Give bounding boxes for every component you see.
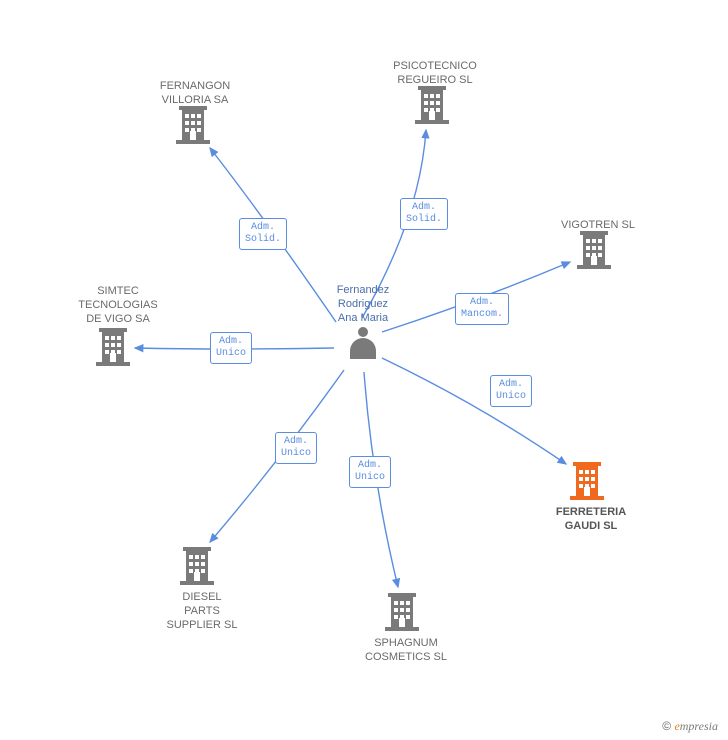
company-label: FERNANGON VILLORIA SA <box>145 79 245 107</box>
company-node-vigotren[interactable]: VIGOTREN SL <box>548 216 648 232</box>
edge-label-ferreteria: Adm. Unico <box>490 375 532 407</box>
company-node-diesel[interactable]: DIESEL PARTS SUPPLIER SL <box>152 588 252 632</box>
company-node-fernangon[interactable]: FERNANGON VILLORIA SA <box>145 77 245 107</box>
building-icon <box>415 86 449 128</box>
company-label: PSICOTECNICO REGUEIRO SL <box>380 59 490 87</box>
brand-rest: mpresia <box>680 719 718 733</box>
center-node: Fernandez Rodriguez Ana Maria <box>323 283 403 363</box>
company-node-psicotecnico[interactable]: PSICOTECNICO REGUEIRO SL <box>380 57 490 87</box>
company-label: SIMTEC TECNOLOGIAS DE VIGO SA <box>63 284 173 326</box>
network-diagram: Fernandez Rodriguez Ana Maria FERNANGON … <box>0 0 728 740</box>
edge-label-sphagnum: Adm. Unico <box>349 456 391 488</box>
building-icon <box>385 593 419 635</box>
company-node-sphagnum[interactable]: SPHAGNUM COSMETICS SL <box>346 634 466 664</box>
edge-label-fernangon: Adm. Solid. <box>239 218 287 250</box>
center-label: Fernandez Rodriguez Ana Maria <box>323 283 403 325</box>
company-label: SPHAGNUM COSMETICS SL <box>346 636 466 664</box>
company-node-simtec[interactable]: SIMTEC TECNOLOGIAS DE VIGO SA <box>63 282 173 326</box>
edge-label-simtec: Adm. Unico <box>210 332 252 364</box>
building-icon <box>570 462 604 504</box>
edge-label-vigotren: Adm. Mancom. <box>455 293 509 325</box>
edges-layer <box>0 0 728 740</box>
building-icon <box>180 547 214 589</box>
company-node-ferreteria[interactable]: FERRETERIA GAUDI SL <box>536 503 646 533</box>
person-icon <box>348 327 378 359</box>
edge-label-psicotecnico: Adm. Solid. <box>400 198 448 230</box>
edge-ferreteria <box>382 358 566 464</box>
building-icon <box>96 328 130 370</box>
building-icon <box>577 231 611 273</box>
building-icon <box>176 106 210 148</box>
company-label: FERRETERIA GAUDI SL <box>536 505 646 533</box>
company-label: VIGOTREN SL <box>548 218 648 232</box>
credit: © empresia <box>662 719 718 734</box>
company-label: DIESEL PARTS SUPPLIER SL <box>152 590 252 632</box>
copyright-symbol: © <box>662 719 671 733</box>
edge-label-diesel: Adm. Unico <box>275 432 317 464</box>
